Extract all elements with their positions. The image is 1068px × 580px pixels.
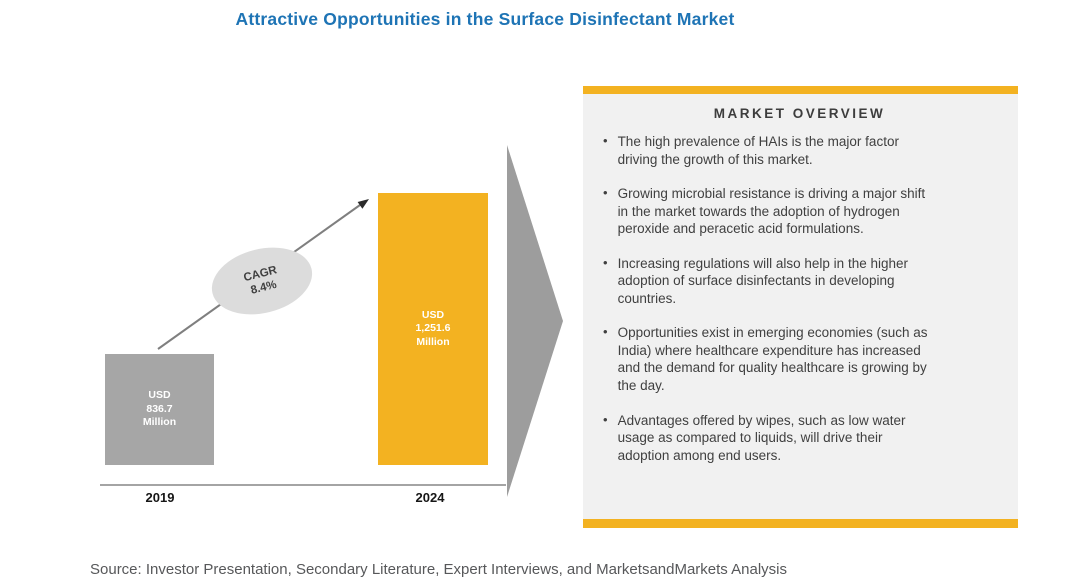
page-title: Attractive Opportunities in the Surface … [235, 9, 735, 29]
source-attribution: Source: Investor Presentation, Secondary… [90, 561, 788, 578]
panel-bottom-accent-bar [583, 519, 1018, 528]
bullet-dot-icon: • [603, 254, 608, 270]
bullet-dot-icon: • [603, 411, 608, 427]
cagr-badge: CAGR 8.4% [204, 237, 320, 325]
bullet-dot-icon: • [603, 133, 608, 148]
list-item: • Opportunities exist in emerging econom… [603, 324, 1000, 394]
bullet-dot-icon: • [603, 324, 608, 340]
x-axis-line [100, 484, 506, 486]
x-tick-2024: 2024 [415, 490, 445, 505]
market-overview-bullet-list: • The high prevalence of HAIs is the maj… [599, 133, 1000, 464]
list-item: • Growing microbial resistance is drivin… [603, 185, 1000, 238]
cagr-label: CAGR 8.4% [242, 263, 282, 299]
bar-2024-value-label: USD 1,251.6 Million [415, 308, 451, 348]
list-item: • Advantages offered by wipes, such as l… [603, 412, 1000, 465]
list-item: • Increasing regulations will also help … [603, 255, 1000, 308]
bullet-text: Growing microbial resistance is driving … [617, 186, 926, 237]
bar-2019-value-label: USD 836.7 Million [142, 389, 177, 429]
bullet-text: Increasing regulations will also help in… [617, 255, 908, 306]
x-tick-2019: 2019 [145, 490, 175, 505]
bullet-text: The high prevalence of HAIs is the major… [617, 134, 899, 167]
trend-arrowhead-icon [357, 199, 369, 209]
bar-2019: USD 836.7 Million [105, 354, 214, 465]
bullet-text: Opportunities exist in emerging economie… [617, 325, 928, 394]
big-right-arrow-icon [507, 145, 563, 497]
panel-top-accent-bar [583, 86, 1018, 94]
market-overview-panel: MARKET OVERVIEW • The high prevalence of… [583, 86, 1018, 528]
bullet-dot-icon: • [603, 185, 608, 201]
panel-body: MARKET OVERVIEW • The high prevalence of… [583, 94, 1018, 519]
market-overview-heading: MARKET OVERVIEW [713, 106, 886, 121]
bar-2024: USD 1,251.6 Million [378, 193, 488, 465]
bullet-text: Advantages offered by wipes, such as low… [617, 412, 906, 463]
list-item: • The high prevalence of HAIs is the maj… [603, 133, 1000, 168]
